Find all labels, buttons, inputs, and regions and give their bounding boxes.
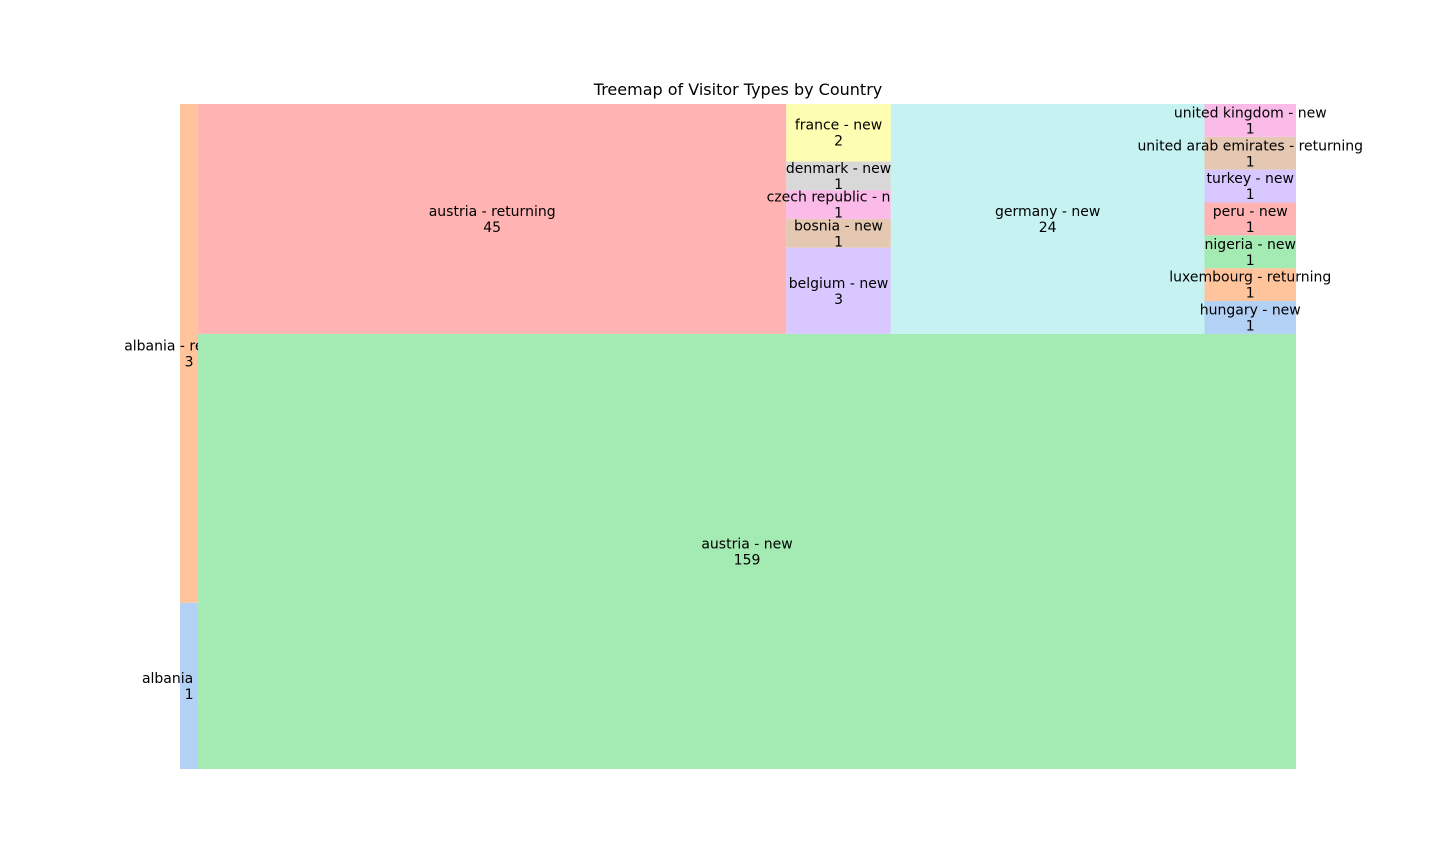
treemap-cell-albania-returning	[180, 104, 199, 603]
treemap-label-belgium-new: belgium - new 3	[789, 276, 889, 308]
treemap-cell-luxembourg-returning	[1204, 268, 1296, 302]
treemap-label-bosnia-new: bosnia - new 1	[794, 218, 883, 250]
treemap-label-turkey-new: turkey - new 1	[1206, 171, 1294, 203]
treemap-label-denmark-new: denmark - new 1	[786, 161, 891, 193]
treemap-cell-denmark-new	[786, 161, 891, 191]
treemap-label-france-new: france - new 2	[795, 118, 882, 150]
treemap-label-austria-new: austria - new 159	[701, 536, 792, 568]
treemap-cell-albania-new	[180, 602, 199, 769]
treemap-label-germany-new: germany - new 24	[995, 204, 1100, 236]
treemap-label-hungary-new: hungary - new 1	[1200, 302, 1301, 334]
treemap-cell-hungary-new	[1204, 301, 1296, 334]
treemap-cell-bosnia-new	[786, 218, 891, 248]
treemap-cell-austria-new	[198, 333, 1296, 769]
treemap-cell-turkey-new	[1204, 169, 1296, 203]
treemap-cell-germany-new	[890, 104, 1205, 334]
treemap-label-peru-new: peru - new 1	[1213, 204, 1288, 236]
chart-title: Treemap of Visitor Types by Country	[593, 80, 882, 99]
treemap-label-luxembourg-returning: luxembourg - returning 1	[1169, 270, 1331, 302]
treemap-cell-peru-new	[1204, 202, 1296, 236]
treemap-cell-united-arab-emirates-returning	[1204, 136, 1296, 170]
treemap-label-czech-republic-new: czech republic - new 1	[767, 190, 911, 222]
treemap-cell-france-new	[786, 104, 891, 162]
treemap-label-austria-returning: austria - returning 45	[429, 204, 556, 236]
treemap-label-nigeria-new: nigeria - new 1	[1205, 237, 1296, 269]
treemap-label-united-arab-emirates-returning: united arab emirates - returning 1	[1137, 138, 1363, 170]
treemap-cell-czech-republic-new	[786, 190, 891, 219]
treemap-cell-united-kingdom-new	[1204, 104, 1296, 137]
treemap-label-united-kingdom-new: united kingdom - new 1	[1174, 105, 1327, 137]
treemap-cell-austria-returning	[198, 104, 787, 334]
treemap-cell-belgium-new	[786, 247, 891, 334]
treemap-cell-nigeria-new	[1204, 235, 1296, 269]
